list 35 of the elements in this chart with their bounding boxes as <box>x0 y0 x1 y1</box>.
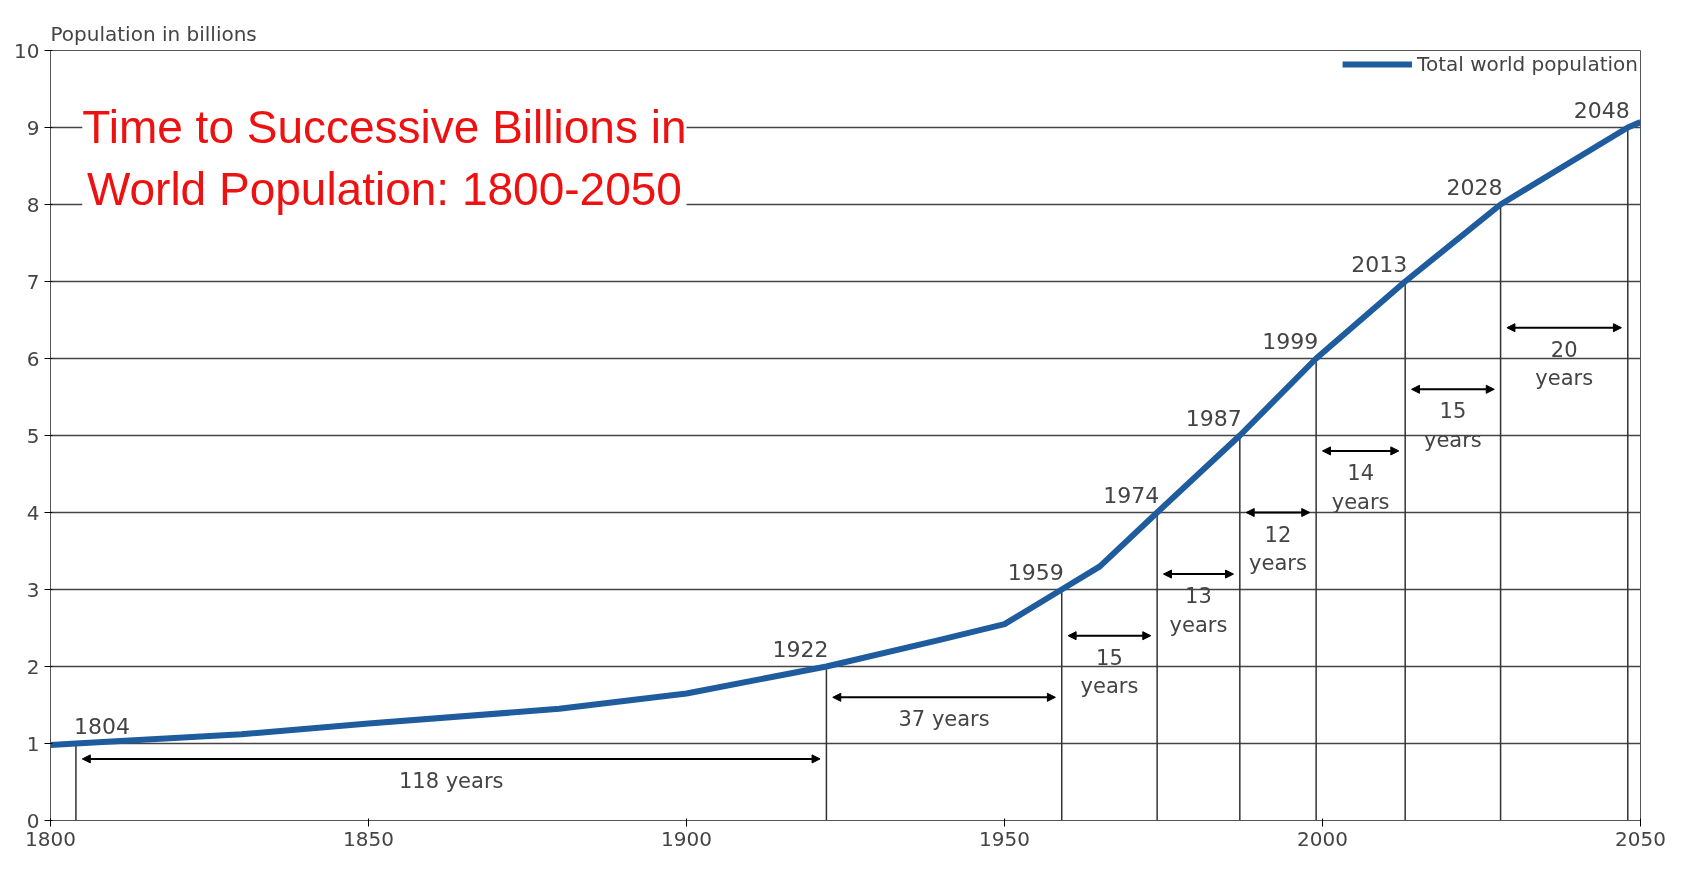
annotation: 1999 <box>1262 328 1319 354</box>
text: Time to Successive Billions in World Population: 1800-2050 <box>82 101 687 216</box>
legend-label: Total world population <box>1417 52 1638 76</box>
annotation: 2013 <box>1351 251 1408 277</box>
y-tick-label: 10 <box>14 38 40 63</box>
annotation: 1974 <box>1103 482 1160 508</box>
y-tick-label: 9 <box>26 115 40 140</box>
annotation: 12 years <box>1249 522 1307 576</box>
x-tick-label: 2050 <box>1615 826 1666 851</box>
y-tick-label: 3 <box>26 577 40 602</box>
annotation: 13 years <box>1169 584 1228 637</box>
y-tick-label: 1 <box>26 731 40 756</box>
annotation: 20 years <box>1535 337 1594 391</box>
y-tick-label: 2 <box>26 654 40 679</box>
y-tick-label: 5 <box>26 423 40 448</box>
y-tick-label: 6 <box>26 346 40 371</box>
annotation: 1959 <box>1007 559 1064 585</box>
y-tick-label: 8 <box>26 192 40 217</box>
annotation: 14 years <box>1331 460 1390 514</box>
y-tick-label: 4 <box>26 500 40 525</box>
y-tick-label: 7 <box>26 269 40 294</box>
x-tick-label: 1950 <box>979 826 1030 851</box>
annotation: 1987 <box>1185 405 1242 431</box>
x-tick-label: 1850 <box>343 826 394 851</box>
x-tick-label: 2000 <box>1297 826 1348 851</box>
annotation: 2028 <box>1446 174 1503 200</box>
x-tick-label: 1900 <box>661 826 712 851</box>
annotation: 37 years <box>898 707 990 732</box>
annotation: 1804 <box>73 713 130 739</box>
annotation: 2048 <box>1573 97 1630 123</box>
annotation: 1922 <box>772 636 829 662</box>
y-axis-title: Population in billions <box>50 21 257 46</box>
annotation: 15 years <box>1080 645 1139 699</box>
annotation: 118 years <box>398 768 504 793</box>
y-tick-label: 0 <box>26 808 40 833</box>
